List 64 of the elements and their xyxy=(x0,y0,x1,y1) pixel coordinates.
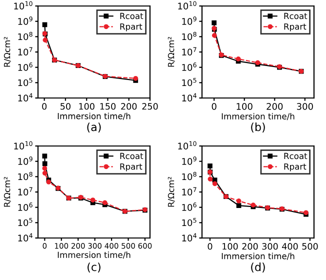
y-axis-title: R/Ωcm² xyxy=(168,177,175,207)
y-tick-label: 10$^{10}$ xyxy=(14,1,32,10)
x-tick-label: 200 xyxy=(242,243,258,250)
legend-label: Rpart xyxy=(284,163,306,172)
y-tick-label: 10$^{9}$ xyxy=(18,16,32,25)
y-tick-label: 10$^{4}$ xyxy=(182,233,196,242)
y-tick-label: 10$^{8}$ xyxy=(182,172,196,180)
y-tick-label: 10$^{10}$ xyxy=(178,1,196,10)
y-tick-label: 10$^{10}$ xyxy=(14,141,32,150)
y-tick-label: 10$^{5}$ xyxy=(18,78,32,86)
y-tick-label: 10$^{7}$ xyxy=(182,47,196,56)
legend-label: Rpart xyxy=(120,23,142,32)
x-axis-title: Immersion time/h xyxy=(58,252,130,259)
legend-label: Rcoat xyxy=(284,152,308,160)
y-axis-title: R/Ωcm² xyxy=(4,177,11,207)
x-tick-label: 100 xyxy=(79,103,94,110)
legend-label: Rpart xyxy=(284,23,306,32)
y-tick-label: 10$^{7}$ xyxy=(182,187,196,196)
y-tick-label: 10$^{8}$ xyxy=(182,32,196,40)
y-tick-label: 10$^{7}$ xyxy=(18,47,32,56)
x-tick-label: 300 xyxy=(262,243,278,250)
text: (d) xyxy=(251,262,265,272)
x-tick-label: 0 xyxy=(42,103,47,110)
y-tick-label: 10$^{9}$ xyxy=(182,156,196,165)
y-tick-label: 10$^{8}$ xyxy=(18,172,32,180)
y-axis-title: R/Ωcm² xyxy=(168,37,175,67)
y-tick-label: 10$^{4}$ xyxy=(18,93,32,102)
legend-label: Rcoat xyxy=(284,12,308,20)
x-tick-label: 250 xyxy=(142,103,158,110)
x-tick-label: 200 xyxy=(266,103,283,110)
text: (a) xyxy=(87,122,101,132)
x-tick-label: 0 xyxy=(208,243,212,250)
x-axis-title: Immersion time/h xyxy=(222,112,294,120)
text: (c) xyxy=(88,262,100,272)
y-tick-label: 10$^{5}$ xyxy=(182,78,196,86)
x-tick-label: 0 xyxy=(212,103,216,110)
legend-label: Rcoat xyxy=(120,152,144,160)
y-tick-label: 10$^{6}$ xyxy=(182,202,196,211)
y-tick-label: 10$^{8}$ xyxy=(18,32,32,40)
x-axis-title: Immersion time/h xyxy=(58,112,130,120)
y-tick-label: 10$^{5}$ xyxy=(18,218,32,226)
y-tick-label: 10$^{6}$ xyxy=(182,62,196,71)
x-tick-label: 300 xyxy=(296,103,313,110)
y-axis-title: R/Ωcm² xyxy=(4,37,11,67)
y-tick-label: 10$^{9}$ xyxy=(182,16,196,25)
x-tick-label: 200 xyxy=(121,103,137,110)
x-tick-label: 50 xyxy=(60,103,70,110)
x-tick-label: 100 xyxy=(222,243,238,250)
y-tick-label: 10$^{6}$ xyxy=(18,202,32,211)
y-tick-label: 10$^{4}$ xyxy=(182,93,196,102)
x-tick-label: 500 xyxy=(302,243,318,250)
y-tick-label: 10$^{7}$ xyxy=(18,187,32,196)
y-tick-label: 10$^{4}$ xyxy=(18,233,32,242)
y-tick-label: 10$^{5}$ xyxy=(182,218,196,226)
x-tick-label: 100 xyxy=(236,103,252,110)
x-axis-title: Immersion time/h xyxy=(222,252,294,260)
legend-label: Rpart xyxy=(120,163,142,172)
y-tick-label: 10$^{6}$ xyxy=(18,62,32,71)
y-tick-label: 10$^{10}$ xyxy=(178,141,196,150)
x-tick-label: 400 xyxy=(282,243,298,250)
y-tick-label: 10$^{9}$ xyxy=(18,156,32,165)
legend-label: Rcoat xyxy=(120,12,144,20)
x-tick-label: 150 xyxy=(100,103,116,110)
text: (b) xyxy=(251,122,265,132)
